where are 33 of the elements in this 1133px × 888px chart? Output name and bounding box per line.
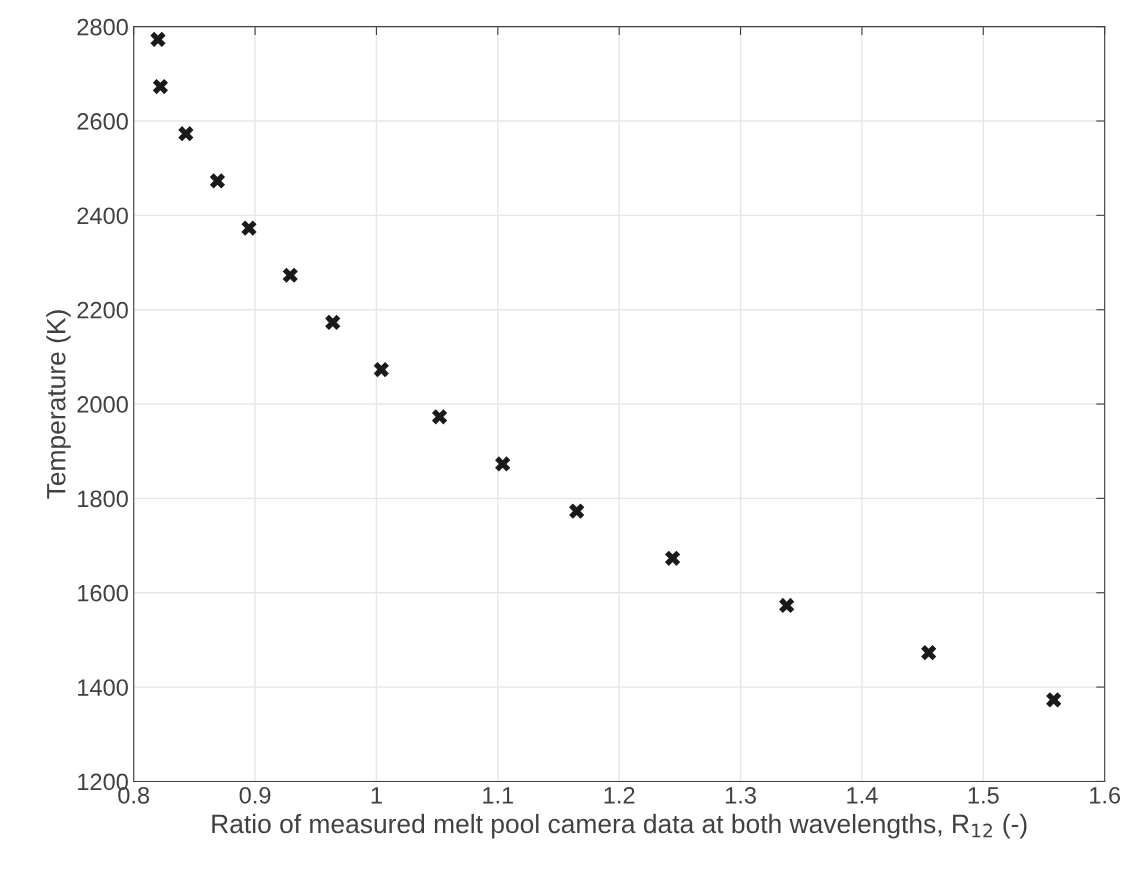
x-tick-label: 1.4	[847, 787, 878, 804]
x-tick-label: 1.2	[604, 786, 635, 804]
point	[664, 550, 681, 566]
x-tick-label: 1.5	[968, 787, 999, 804]
y-tick-label: 2400	[77, 207, 128, 225]
x-tick-label: 1.3	[725, 786, 756, 804]
point	[178, 126, 194, 142]
y-tick-label: 2200	[77, 301, 128, 319]
x-tick-label: 1.6	[1090, 786, 1121, 804]
x-tick-label: 1.1	[483, 787, 514, 804]
x-tick-label: 1	[371, 787, 382, 804]
point	[921, 645, 937, 661]
point	[325, 314, 341, 331]
y-tick-label: 2600	[77, 113, 128, 130]
point	[241, 220, 257, 236]
y-tick-label: 1800	[78, 490, 128, 508]
point	[282, 267, 298, 283]
point	[1046, 692, 1062, 708]
y-tick-label: 2000	[77, 396, 128, 413]
y-tick-label: 2800	[77, 18, 128, 36]
point	[209, 173, 226, 189]
x-tick-label: 0.9	[239, 786, 271, 804]
point	[150, 31, 166, 47]
y-tick-label: 1400	[78, 679, 128, 696]
point	[373, 362, 389, 378]
point	[569, 503, 585, 519]
point	[152, 78, 168, 95]
point	[431, 409, 448, 425]
x-axis-title: Ratio of measured melt pool camera data at both wavelengths, R$_{12}$ (-)	[212, 813, 1027, 839]
point	[495, 456, 511, 472]
point	[779, 597, 795, 614]
y-tick-label: 1600	[78, 584, 128, 602]
y-axis-title: Temperature (K)	[46, 310, 71, 499]
